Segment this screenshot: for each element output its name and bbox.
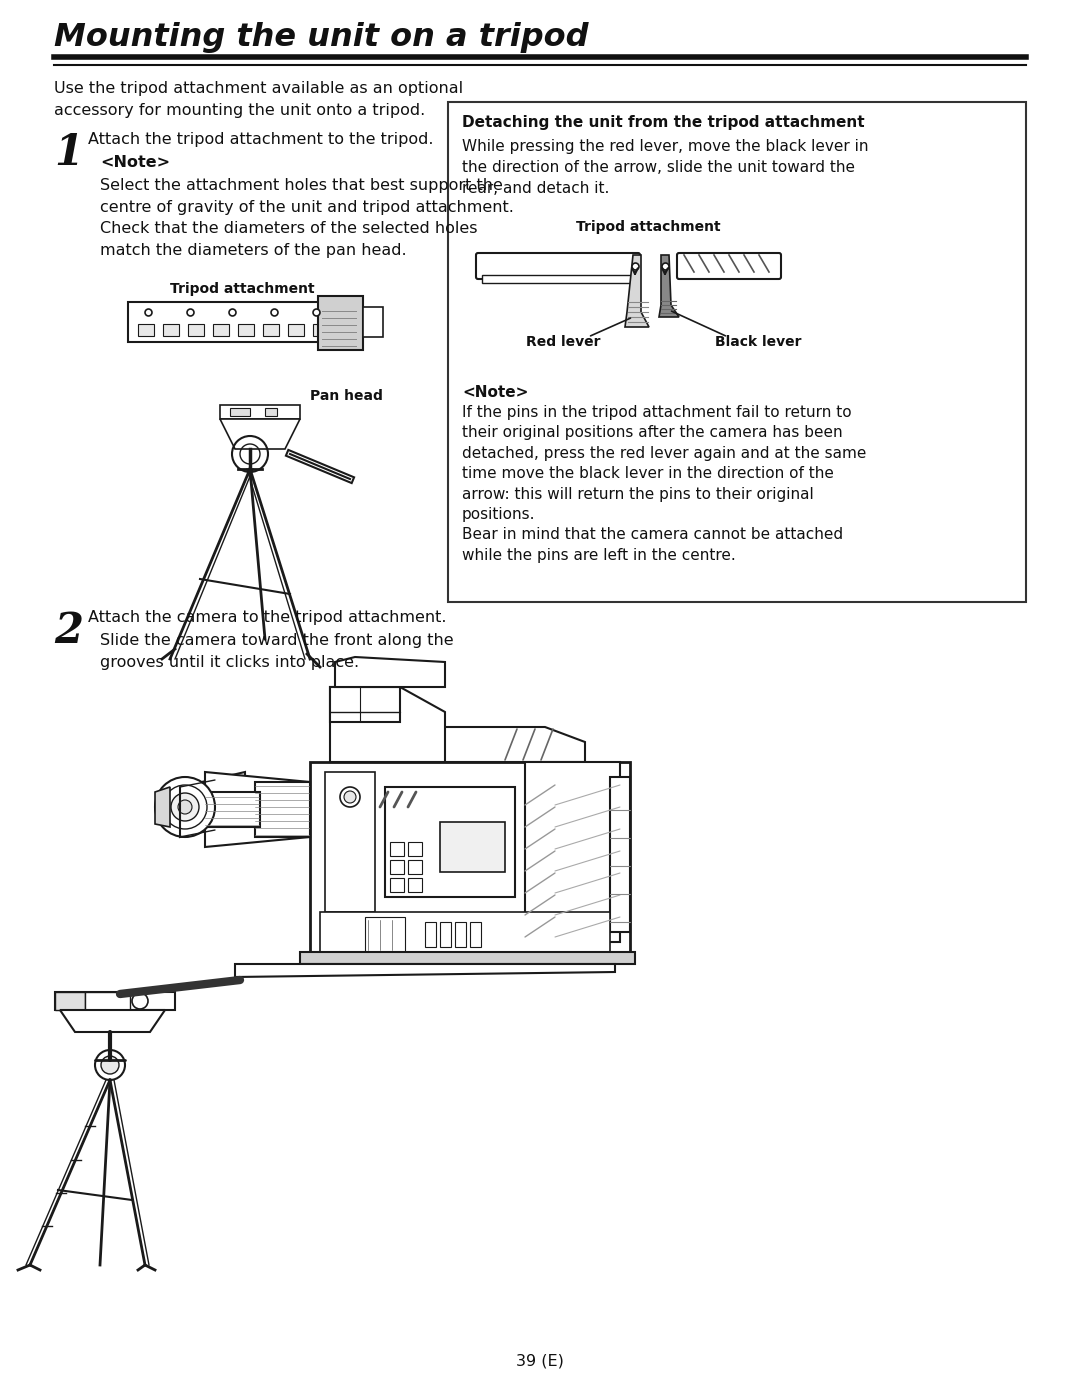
Text: Select the attachment holes that best support the
centre of gravity of the unit : Select the attachment holes that best su… xyxy=(100,177,514,258)
Bar xyxy=(426,922,436,947)
Circle shape xyxy=(171,793,199,821)
Text: Slide the camera toward the front along the
grooves until it clicks into place.: Slide the camera toward the front along … xyxy=(100,633,454,669)
Bar xyxy=(455,922,465,947)
Polygon shape xyxy=(335,657,445,687)
Bar xyxy=(408,842,422,856)
Bar xyxy=(55,992,85,1010)
Bar xyxy=(470,922,481,947)
Polygon shape xyxy=(60,1010,165,1032)
Circle shape xyxy=(163,785,207,828)
Bar xyxy=(384,787,515,897)
Text: <Note>: <Note> xyxy=(462,386,528,400)
Circle shape xyxy=(132,993,148,1009)
Polygon shape xyxy=(156,787,170,827)
Bar xyxy=(238,324,254,337)
Text: 2: 2 xyxy=(54,610,83,652)
Bar xyxy=(213,324,229,337)
Polygon shape xyxy=(330,687,445,761)
Text: Attach the camera to the tripod attachment.: Attach the camera to the tripod attachme… xyxy=(87,610,446,624)
Bar xyxy=(610,777,630,932)
Bar xyxy=(390,842,404,856)
Bar xyxy=(325,773,375,912)
Polygon shape xyxy=(205,773,310,847)
Text: <Note>: <Note> xyxy=(100,155,171,170)
Text: Use the tripod attachment available as an optional
accessory for mounting the un: Use the tripod attachment available as a… xyxy=(54,81,463,117)
Bar xyxy=(525,761,620,942)
Text: 39 (E): 39 (E) xyxy=(516,1354,564,1369)
Bar xyxy=(230,408,249,416)
Bar xyxy=(440,821,505,872)
Bar xyxy=(138,324,154,337)
Circle shape xyxy=(345,791,356,803)
Polygon shape xyxy=(235,964,615,977)
Bar xyxy=(85,992,130,1010)
Text: Attach the tripod attachment to the tripod.: Attach the tripod attachment to the trip… xyxy=(87,131,433,147)
FancyBboxPatch shape xyxy=(677,253,781,279)
Bar xyxy=(220,405,300,419)
Text: Pan head: Pan head xyxy=(310,388,383,402)
FancyBboxPatch shape xyxy=(476,253,640,279)
Bar xyxy=(55,992,175,1010)
Bar xyxy=(264,324,279,337)
Polygon shape xyxy=(180,773,245,837)
Bar xyxy=(482,275,634,284)
Text: Mounting the unit on a tripod: Mounting the unit on a tripod xyxy=(54,22,589,53)
Bar xyxy=(265,408,276,416)
Bar xyxy=(390,861,404,875)
Text: Tripod attachment: Tripod attachment xyxy=(576,219,720,235)
Bar xyxy=(288,324,303,337)
Polygon shape xyxy=(659,256,679,317)
Bar xyxy=(255,782,310,837)
Polygon shape xyxy=(220,419,300,448)
Bar xyxy=(365,916,405,951)
Bar xyxy=(390,877,404,893)
Bar xyxy=(330,687,400,722)
Bar xyxy=(205,792,260,827)
Polygon shape xyxy=(375,726,585,761)
Bar xyxy=(188,324,204,337)
Bar xyxy=(448,102,1026,602)
Circle shape xyxy=(156,777,215,837)
Bar xyxy=(129,302,348,342)
Circle shape xyxy=(178,800,192,814)
Bar xyxy=(440,922,451,947)
Text: Red lever: Red lever xyxy=(526,335,600,349)
Text: Black lever: Black lever xyxy=(715,335,801,349)
Text: While pressing the red lever, move the black lever in
the direction of the arrow: While pressing the red lever, move the b… xyxy=(462,138,868,196)
Bar xyxy=(300,951,635,964)
Bar xyxy=(318,296,363,351)
Bar xyxy=(408,877,422,893)
Polygon shape xyxy=(625,256,649,327)
Bar xyxy=(163,324,179,337)
Text: Detaching the unit from the tripod attachment: Detaching the unit from the tripod attac… xyxy=(462,115,865,130)
Circle shape xyxy=(102,1056,119,1074)
Text: 1: 1 xyxy=(54,131,83,175)
Bar xyxy=(310,761,630,957)
Bar xyxy=(363,307,383,337)
Bar xyxy=(408,861,422,875)
Bar xyxy=(320,912,610,957)
Text: If the pins in the tripod attachment fail to return to
their original positions : If the pins in the tripod attachment fai… xyxy=(462,405,866,563)
Circle shape xyxy=(340,787,360,807)
Bar xyxy=(313,324,329,337)
Text: Tripod attachment: Tripod attachment xyxy=(170,282,314,296)
Circle shape xyxy=(95,1051,125,1080)
